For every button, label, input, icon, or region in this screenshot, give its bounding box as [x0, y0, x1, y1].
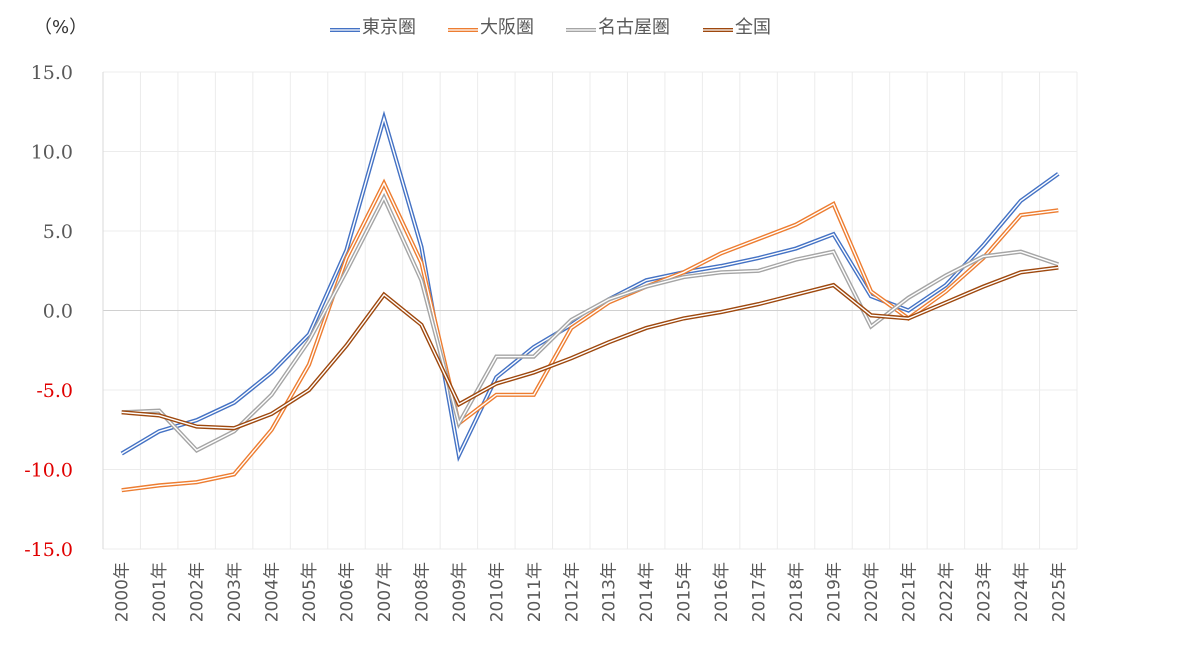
legend: 東京圏 大阪圏 名古屋圏 全国 [330, 17, 771, 38]
x-tick-label: 2012年 [562, 562, 582, 622]
y-tick-label: 5.0 [43, 221, 73, 243]
x-tick-label: 2008年 [412, 562, 432, 622]
x-tick-label: 2004年 [263, 562, 283, 622]
x-axis-ticks: 2000年 2001年 2002年 2003年 2004年 2005年 2006年 2007年… [113, 562, 1070, 622]
x-tick-label: 2007年 [375, 562, 395, 622]
x-tick-label: 2022年 [937, 562, 957, 622]
series-lines [120, 110, 1060, 493]
y-axis-unit-label: （%） [34, 17, 87, 38]
legend-label: 大阪圏 [480, 17, 534, 38]
x-tick-label: 2020年 [862, 562, 882, 622]
y-tick-label: -15.0 [24, 539, 73, 561]
legend-item: 全国 [703, 17, 771, 38]
x-tick-label: 2018年 [787, 562, 807, 622]
x-tick-label: 2019年 [825, 562, 845, 622]
legend-item: 東京圏 [330, 17, 416, 38]
x-tick-label: 2013年 [600, 562, 620, 622]
x-tick-label: 2016年 [712, 562, 732, 622]
x-tick-label: 2025年 [1049, 562, 1069, 622]
x-tick-label: 2015年 [675, 562, 695, 622]
x-tick-label: 2002年 [188, 562, 208, 622]
series-line-inner [121, 266, 1059, 429]
legend-label: 東京圏 [362, 17, 416, 38]
series-line-inner [121, 115, 1059, 458]
x-tick-label: 2011年 [525, 562, 545, 622]
series-3 [121, 265, 1059, 431]
legend-label: 名古屋圏 [598, 17, 670, 38]
series-0 [120, 110, 1060, 462]
x-tick-label: 2017年 [750, 562, 770, 622]
legend-item: 大阪圏 [448, 17, 534, 38]
x-tick-label: 2014年 [637, 562, 657, 622]
y-tick-label: 10.0 [31, 142, 73, 164]
y-tick-label: 0.0 [43, 301, 73, 323]
x-tick-label: 2010年 [487, 562, 507, 622]
y-tick-label: -5.0 [36, 380, 73, 402]
x-tick-label: 2024年 [1012, 562, 1032, 622]
x-tick-label: 2006年 [338, 562, 358, 622]
y-tick-label: 15.0 [31, 62, 73, 84]
x-tick-label: 2021年 [899, 562, 919, 622]
x-tick-label: 2001年 [150, 562, 170, 622]
legend-item: 名古屋圏 [566, 17, 670, 38]
series-2 [121, 192, 1059, 453]
x-tick-label: 2023年 [974, 562, 994, 622]
series-1 [121, 178, 1059, 493]
x-tick-label: 2009年 [450, 562, 470, 622]
y-axis-ticks: -15.0 -10.0 -5.0 0.0 5.0 10.0 15.0 [24, 62, 73, 561]
series-line-inner [121, 195, 1059, 452]
y-tick-label: -10.0 [24, 460, 73, 482]
x-tick-label: 2005年 [300, 562, 320, 622]
x-tick-label: 2003年 [225, 562, 245, 622]
x-tick-label: 2000年 [113, 562, 133, 622]
legend-label: 全国 [735, 17, 771, 38]
series-line-inner [121, 181, 1059, 491]
